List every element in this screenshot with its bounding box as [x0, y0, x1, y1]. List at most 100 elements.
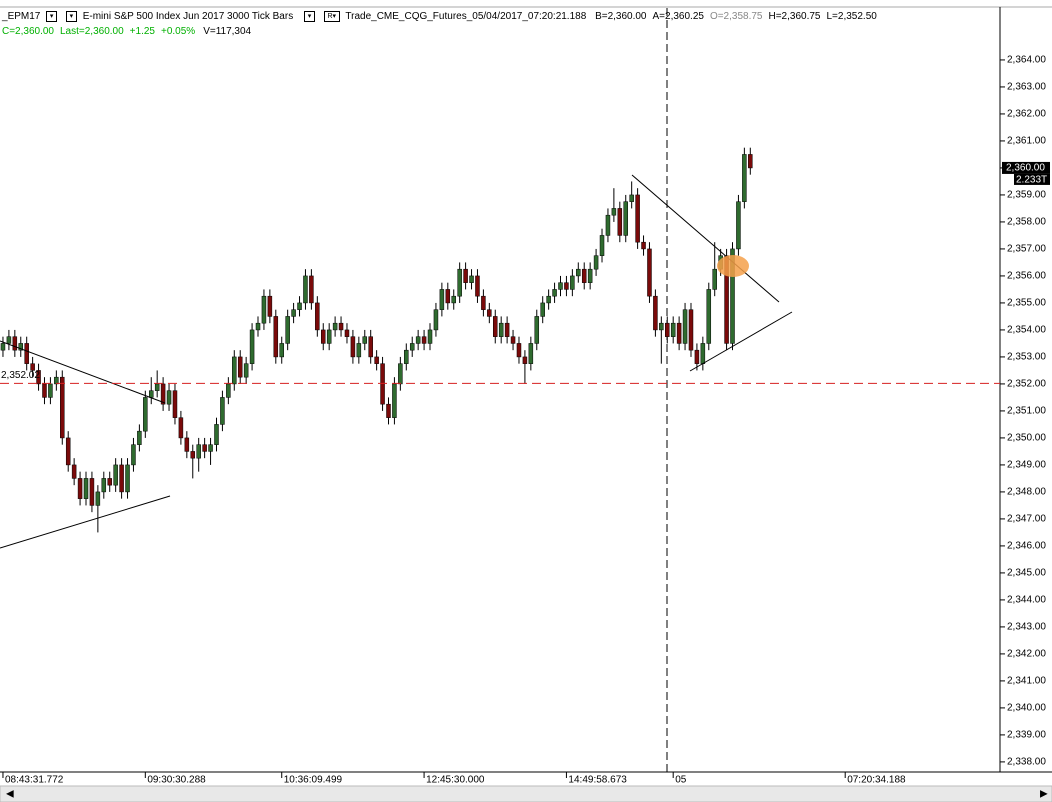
candle-body — [137, 430, 142, 445]
dropdown[interactable]: R▾ — [323, 11, 340, 22]
candle-body — [255, 322, 261, 331]
candle-body — [261, 295, 267, 324]
status-value: Last=2,360.00 — [60, 26, 124, 37]
candle-body — [237, 356, 243, 378]
candle-body — [374, 356, 379, 364]
reference-label: 2,352.02 — [1, 370, 40, 381]
candle-body — [647, 248, 652, 297]
candle-body — [226, 383, 231, 398]
candle-body — [463, 268, 468, 283]
y-tick-label: 2,349.00 — [1007, 460, 1046, 471]
price-tag-box — [1002, 161, 1050, 174]
candle-body — [71, 464, 77, 479]
candle-body — [706, 289, 712, 344]
y-tick-label: 2,363.00 — [1007, 82, 1046, 93]
y-tick-label: 2,362.00 — [1007, 109, 1046, 120]
candle-body — [344, 329, 350, 337]
candle-body — [398, 363, 403, 385]
candle-body — [113, 464, 118, 486]
candle-body — [6, 336, 12, 344]
dropdown[interactable]: ▾ — [46, 11, 58, 22]
scroll-left[interactable]: ◀ — [6, 789, 14, 800]
y-tick-label: 2,341.00 — [1007, 676, 1046, 687]
y-tick-label: 2,351.00 — [1007, 406, 1046, 417]
x-tick-label: 05 — [675, 775, 687, 786]
candle-body — [291, 309, 296, 317]
x-tick-label: 08:43:31.772 — [5, 775, 64, 786]
symbol-text: EPM17 — [7, 11, 41, 23]
feed: Trade_CME_CQG_Futures_05/04/2017_07:20:2… — [345, 11, 587, 23]
y-tick-label: 2,340.00 — [1007, 703, 1046, 714]
candle-body — [107, 478, 112, 486]
candle-body — [54, 376, 59, 385]
quote-value: B=2,360.00 — [595, 11, 647, 23]
header-line: _EPM17 ▾ ▾ E-mini S&P 500 Index Jun 2017… — [2, 11, 877, 22]
candle-body — [653, 295, 658, 331]
candle-body — [457, 268, 462, 297]
candle-body — [315, 302, 320, 331]
candle-body — [208, 444, 213, 452]
candle-body — [498, 322, 504, 337]
candle-body — [18, 343, 24, 351]
candle-body — [24, 343, 29, 364]
y-tick-label: 2,347.00 — [1007, 514, 1046, 525]
candle-body — [0, 343, 6, 351]
candle-body — [30, 363, 35, 371]
candle-body — [404, 349, 409, 364]
candle-body — [694, 349, 700, 364]
candle-body — [160, 383, 166, 405]
candle-body — [445, 289, 451, 304]
timer-label: 2.233T — [1016, 175, 1047, 186]
candle-body — [232, 356, 237, 385]
y-tick-label: 2,353.00 — [1007, 352, 1046, 363]
candle-body — [617, 208, 623, 236]
candle-body — [42, 383, 47, 398]
dropdown[interactable]: ▾ — [303, 11, 315, 22]
description: E-mini S&P 500 Index Jun 2017 3000 Tick … — [82, 11, 294, 23]
symbol: _EPM17 — [2, 11, 41, 23]
candle-body — [623, 201, 628, 236]
candle-body — [119, 464, 124, 493]
dropdown[interactable]: ▾ — [65, 11, 77, 22]
candle-body — [148, 390, 154, 398]
candle-body — [101, 478, 107, 493]
status-line: C=2,360.00 Last=2,360.00 +1.25 +0.05% V=117,… — [2, 26, 251, 37]
y-tick-label: 2,342.00 — [1007, 649, 1046, 660]
candle-body — [682, 309, 688, 344]
x-tick-label: 09:30:30.288 — [147, 775, 206, 786]
candle-body — [166, 390, 172, 405]
candle-body — [202, 444, 207, 452]
candle-body — [220, 397, 225, 425]
x-tick-label: 14:49:58.673 — [568, 775, 627, 786]
y-tick-label: 2,345.00 — [1007, 568, 1046, 579]
candle-body — [309, 275, 314, 304]
y-tick-label: 2,343.00 — [1007, 622, 1046, 633]
candle-body — [670, 322, 676, 337]
candle-body — [415, 336, 421, 344]
candle-body — [748, 154, 753, 169]
candle-body — [380, 363, 385, 405]
candle-body — [528, 343, 534, 364]
candle-body — [599, 235, 605, 256]
candle-body — [427, 329, 433, 344]
scrollbar[interactable] — [0, 785, 1052, 802]
candle-body — [605, 214, 611, 236]
candle-body — [243, 363, 249, 378]
candle-body — [184, 437, 190, 452]
y-tick-label: 2,364.00 — [1007, 55, 1046, 66]
candle-body — [736, 201, 741, 250]
status-value: +0.05% — [160, 26, 196, 37]
candle-body — [267, 295, 273, 317]
candle-body — [712, 268, 717, 290]
y-tick-label: 2,339.00 — [1007, 730, 1046, 741]
candle-body — [546, 295, 551, 304]
candle-body — [154, 383, 160, 391]
plot-area — [0, 147, 753, 533]
y-tick-label: 2,361.00 — [1007, 136, 1046, 147]
candle-body — [510, 336, 516, 344]
scroll-right[interactable]: ▶ — [1040, 789, 1048, 800]
candle-body — [581, 268, 587, 283]
candle-body — [36, 370, 41, 385]
candle-body — [593, 255, 599, 270]
